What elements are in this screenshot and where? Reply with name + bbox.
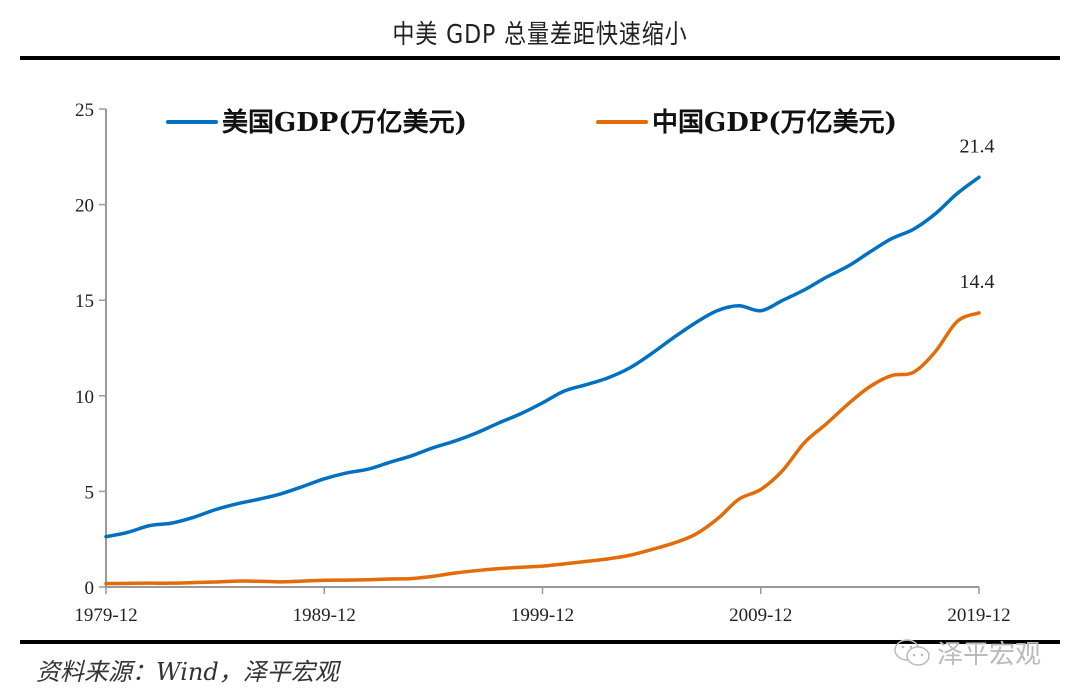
china-end-label: 14.4 [960,271,995,293]
axes: 0 5 10 15 20 25 1979-12 1989-12 1999-12 2009-12 20… [74,100,1010,626]
watermark: 泽平宏观 [893,634,1041,671]
series-lines [104,175,981,586]
x-tick-label: 1979-12 [74,605,137,626]
x-tick-label: 2009-12 [729,605,792,626]
us-end-label: 21.4 [960,135,995,157]
source-note: 资料来源：Wind，泽平宏观 [36,658,339,686]
chart-title: 中美 GDP 总量差距快速缩小 [392,20,688,50]
x-tick-label: 2019-12 [947,605,1010,626]
bottom-divider [20,640,1060,644]
legend-label-us: 美国GDP(万亿美元) [222,107,467,138]
y-tick-label: 0 [85,578,95,599]
china-gdp-line [104,311,981,586]
y-tick-label: 25 [75,100,94,121]
x-tick-label: 1989-12 [293,605,356,626]
legend-label-china: 中国GDP(万亿美元) [652,107,897,138]
y-tick-label: 15 [75,291,94,312]
y-tick-label: 20 [75,196,94,217]
x-tick-label: 1999-12 [511,605,574,626]
y-tick-label: 5 [85,482,95,503]
watermark-text: 泽平宏观 [937,640,1042,670]
y-tick-label: 10 [75,387,94,408]
us-gdp-line [104,175,981,539]
legend: 美国GDP(万亿美元) 中国GDP(万亿美元) [166,107,897,138]
line-chart: 0 5 10 15 20 25 1979-12 1989-12 1999-12 2009-12 20… [74,100,1010,626]
data-labels: 21.4 14.4 [960,135,995,293]
top-divider [20,56,1060,60]
wechat-icon [894,638,930,666]
